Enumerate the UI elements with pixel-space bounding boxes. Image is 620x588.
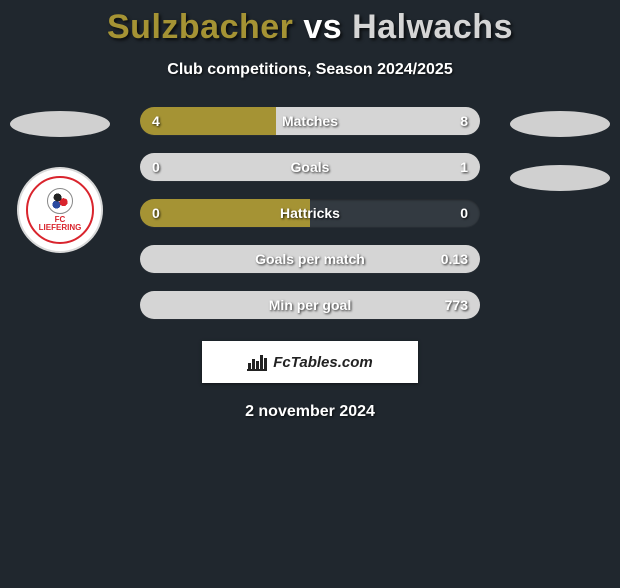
stat-label: Goals per match [140,245,480,273]
stat-bar: 00Hattricks [140,199,480,227]
stat-label: Goals [140,153,480,181]
stat-bar: 01Goals [140,153,480,181]
date: 2 november 2024 [0,403,620,421]
stat-bar: 0.13Goals per match [140,245,480,273]
page-title: Sulzbacher vs Halwachs [0,8,620,47]
chart-container: FC LIEFERING 48Matches 01Goals 00Hattricks… [0,107,620,319]
player1-name: Sulzbacher [107,8,293,46]
vs-text: vs [303,8,342,46]
left-column: FC LIEFERING [0,107,120,253]
bars-icon [247,353,267,371]
player1-photo-placeholder [10,111,110,137]
stat-label: Hattricks [140,199,480,227]
player2-club-logo-placeholder [510,165,610,191]
subtitle: Club competitions, Season 2024/2025 [0,61,620,79]
stat-label: Min per goal [140,291,480,319]
club-label-bot: LIEFERING [39,224,82,232]
watermark: FcTables.com [202,341,418,383]
stat-label: Matches [140,107,480,135]
player2-name: Halwachs [352,8,513,46]
right-column [500,107,620,191]
stat-bar: 773Min per goal [140,291,480,319]
stat-bar: 48Matches [140,107,480,135]
club-ball-icon [47,188,73,214]
watermark-text: FcTables.com [273,354,372,371]
player2-photo-placeholder [510,111,610,137]
stat-bars: 48Matches 01Goals 00Hattricks 0.13Goals per… [140,107,480,319]
player1-club-logo: FC LIEFERING [17,167,103,253]
